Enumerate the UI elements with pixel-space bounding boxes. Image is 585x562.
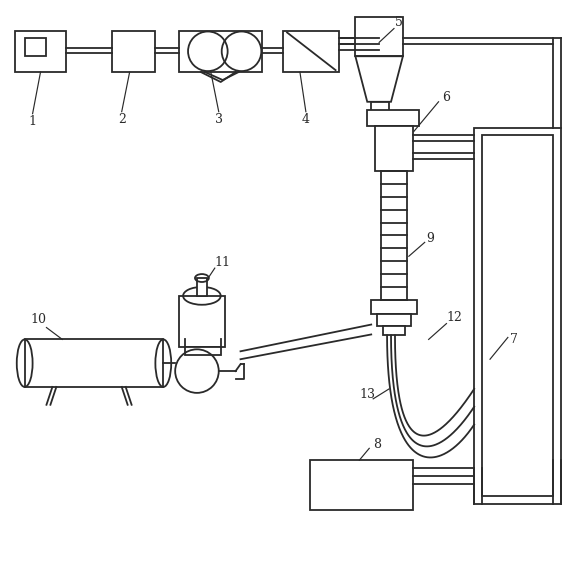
Bar: [474, 128, 562, 504]
Bar: [310, 460, 413, 510]
Bar: [377, 314, 411, 325]
Bar: [375, 125, 413, 171]
Bar: [197, 278, 207, 296]
Bar: [25, 339, 163, 387]
Text: 7: 7: [510, 333, 518, 346]
Bar: [185, 347, 221, 355]
Text: 11: 11: [215, 256, 230, 269]
Bar: [355, 17, 403, 56]
Text: 4: 4: [302, 113, 310, 126]
Text: 12: 12: [446, 311, 462, 324]
Bar: [482, 135, 553, 496]
Bar: [367, 110, 419, 125]
Text: 13: 13: [359, 388, 375, 401]
Bar: [371, 300, 417, 314]
Text: 2: 2: [118, 113, 126, 126]
Bar: [179, 30, 262, 72]
Text: 9: 9: [426, 232, 435, 245]
Text: 10: 10: [30, 313, 47, 326]
Bar: [383, 325, 405, 336]
Text: 6: 6: [442, 92, 450, 105]
Bar: [15, 30, 66, 72]
Bar: [283, 30, 339, 72]
Bar: [112, 30, 156, 72]
Text: 8: 8: [373, 438, 381, 451]
Text: 3: 3: [215, 113, 223, 126]
Bar: [179, 296, 225, 347]
Text: 1: 1: [29, 115, 37, 128]
Bar: [371, 102, 389, 112]
Bar: [25, 38, 46, 56]
Text: 5: 5: [395, 16, 403, 29]
